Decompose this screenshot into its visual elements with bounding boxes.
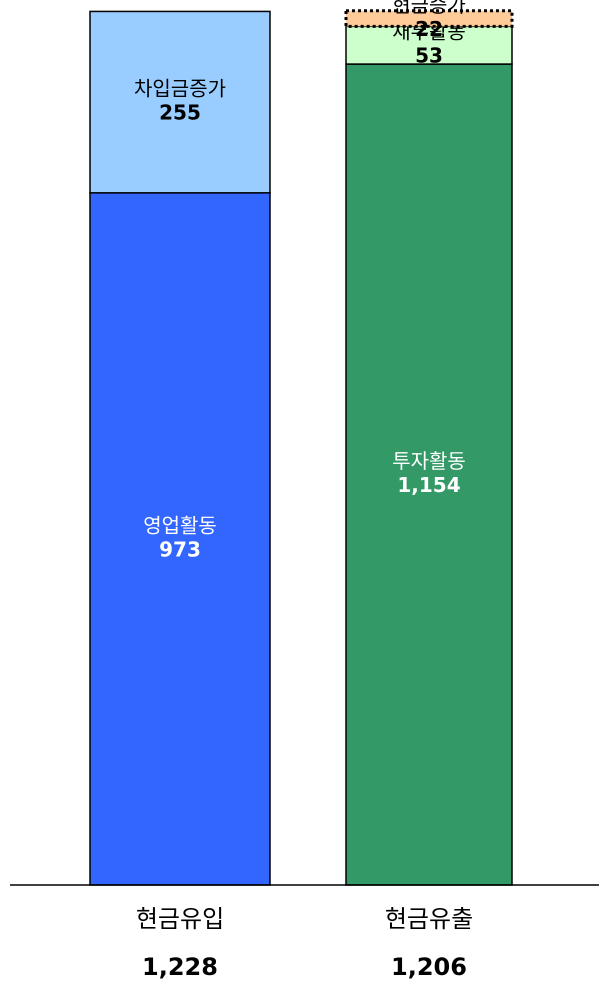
segment-name: 투자활동 <box>392 449 466 473</box>
category-total: 1,228 <box>142 953 218 981</box>
bar-segment <box>345 25 513 65</box>
segment-name: 영업활동 <box>143 513 217 537</box>
segment-value: 1,154 <box>397 473 460 497</box>
category-label: 현금유출 <box>385 905 473 933</box>
segment-value: 53 <box>415 44 443 68</box>
segment-value: 255 <box>159 101 201 125</box>
bar-segment <box>344 9 514 28</box>
bar-segment <box>89 10 271 194</box>
segment-name: 현금증가 <box>392 0 466 17</box>
segment-value: 973 <box>159 537 201 561</box>
category-label: 현금유입 <box>136 905 224 933</box>
category-total: 1,206 <box>391 953 467 981</box>
segment-value: 22 <box>415 17 443 41</box>
bar-segment <box>89 192 271 886</box>
segment-name: 차입금증가 <box>134 77 226 101</box>
